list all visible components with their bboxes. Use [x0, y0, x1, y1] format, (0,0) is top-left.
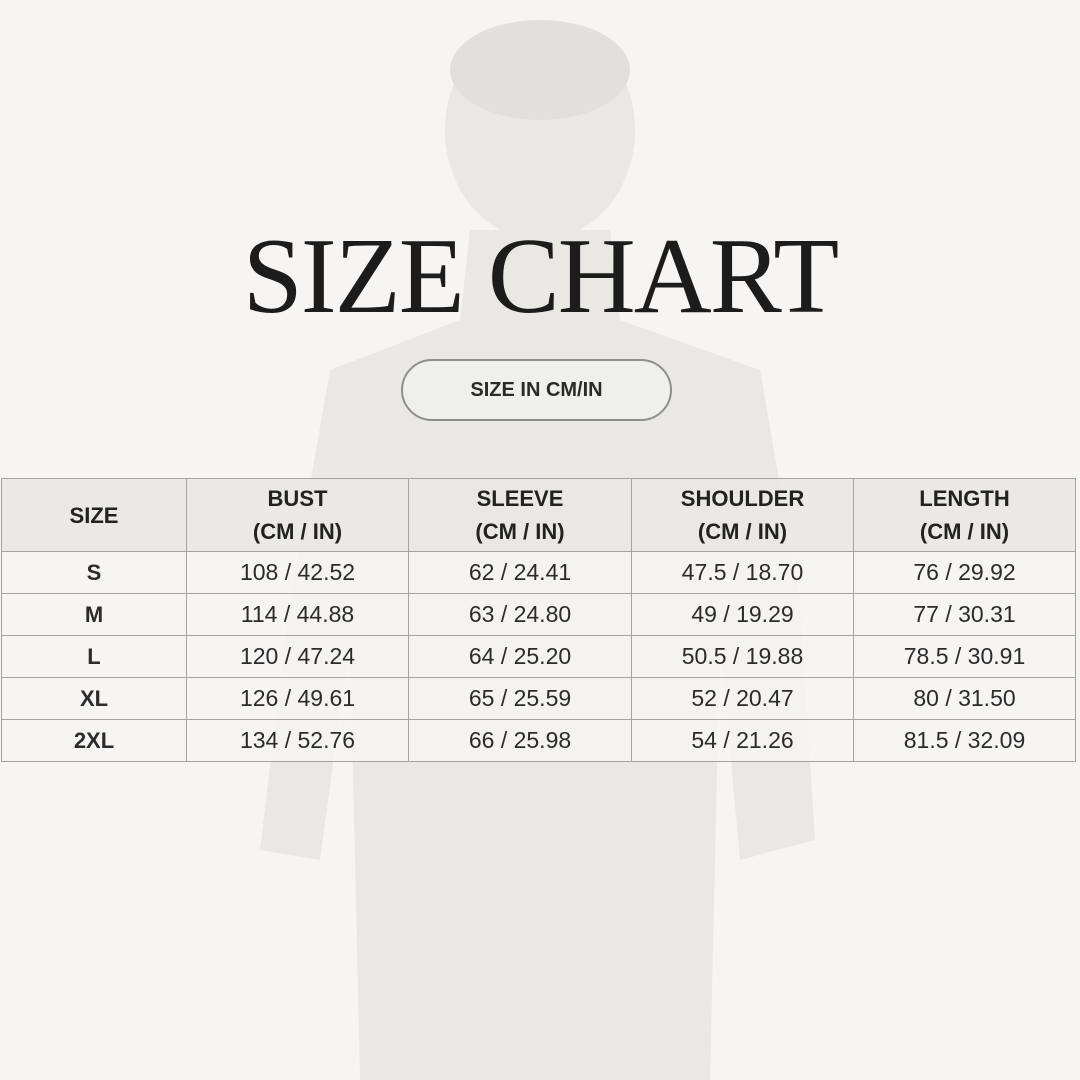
- column-header: SIZE: [1, 478, 187, 552]
- measurement-cell: 76 / 29.92: [853, 551, 1076, 594]
- header-unit: (CM / IN): [697, 519, 788, 544]
- measurement-cell: 63 / 24.80: [408, 593, 632, 636]
- measurement-cell: 114 / 44.88: [186, 593, 409, 636]
- measurement-cell: 77 / 30.31: [853, 593, 1076, 636]
- measurement-cell: 54 / 21.26: [631, 719, 854, 762]
- measurement-cell: 47.5 / 18.70: [631, 551, 854, 594]
- header-label: SLEEVE: [476, 486, 564, 511]
- size-cell: M: [1, 593, 187, 636]
- measurement-cell: 80 / 31.50: [853, 677, 1076, 720]
- header-label: BUST: [267, 486, 328, 511]
- measurement-cell: 78.5 / 30.91: [853, 635, 1076, 678]
- measurement-cell: 50.5 / 19.88: [631, 635, 854, 678]
- measurement-cell: 49 / 19.29: [631, 593, 854, 636]
- column-header: SHOULDER (CM / IN): [631, 478, 854, 552]
- page-title: SIZE CHART: [242, 217, 840, 336]
- size-cell: L: [1, 635, 187, 678]
- measurement-cell: 52 / 20.47: [631, 677, 854, 720]
- measurement-cell: 64 / 25.20: [408, 635, 632, 678]
- column-header: LENGTH (CM / IN): [853, 478, 1076, 552]
- table-row: L 120 / 47.24 64 / 25.20 50.5 / 19.88 78.5 /…: [1, 635, 1076, 678]
- size-cell: XL: [1, 677, 187, 720]
- table-row: M 114 / 44.88 63 / 24.80 49 / 19.29 77 / 30.…: [1, 593, 1076, 636]
- measurement-cell: 66 / 25.98: [408, 719, 632, 762]
- measurement-cell: 65 / 25.59: [408, 677, 632, 720]
- header-unit: (CM / IN): [475, 519, 565, 544]
- measurement-cell: 120 / 47.24: [186, 635, 409, 678]
- measurement-cell: 108 / 42.52: [186, 551, 409, 594]
- size-cell: 2XL: [1, 719, 187, 762]
- table-row: S 108 / 42.52 62 / 24.41 47.5 / 18.70 76 / 2…: [1, 551, 1076, 594]
- header-label: SHOULDER: [680, 486, 805, 511]
- column-header: SLEEVE (CM / IN): [408, 478, 632, 552]
- header-label: SIZE: [69, 502, 119, 528]
- header-label: LENGTH: [919, 486, 1010, 511]
- measurement-cell: 62 / 24.41: [408, 551, 632, 594]
- header-unit: (CM / IN): [252, 519, 343, 544]
- size-cell: S: [1, 551, 187, 594]
- unit-badge: SIZE IN CM/IN: [401, 359, 672, 421]
- table-row: 2XL 134 / 52.76 66 / 25.98 54 / 21.26 81.5 /…: [1, 719, 1076, 762]
- column-header: BUST (CM / IN): [186, 478, 409, 552]
- table-row: XL 126 / 49.61 65 / 25.59 52 / 20.47 80 / 31…: [1, 677, 1076, 720]
- measurement-cell: 81.5 / 32.09: [853, 719, 1076, 762]
- header-unit: (CM / IN): [919, 519, 1010, 544]
- measurement-cell: 134 / 52.76: [186, 719, 409, 762]
- measurement-cell: 126 / 49.61: [186, 677, 409, 720]
- size-table: SIZE BUST (CM / IN) SLEEVE (CM / IN) SHOULDER…: [1, 478, 1076, 762]
